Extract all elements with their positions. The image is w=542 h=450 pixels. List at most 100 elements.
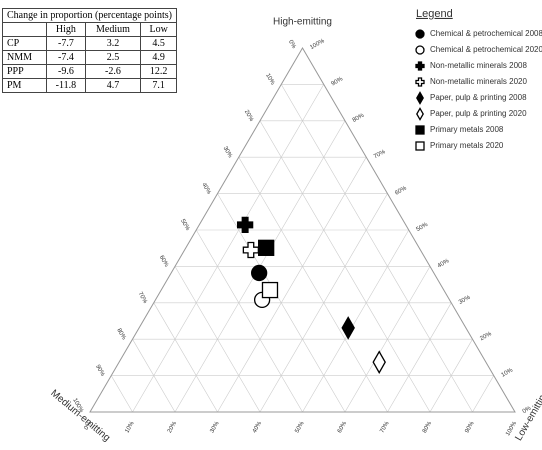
low-tick-label: 30% xyxy=(209,420,221,434)
low-tick-label: 10% xyxy=(124,420,136,434)
medium-tick-label: 50% xyxy=(179,218,191,232)
medium-tick-label: 60% xyxy=(158,255,170,269)
legend-title: Legend xyxy=(416,8,453,20)
cell: 3.2 xyxy=(84,36,142,51)
grid-line xyxy=(344,266,431,413)
medium-tick-label: 30% xyxy=(222,146,234,160)
medium-tick-label: 90% xyxy=(94,364,106,378)
low-tick-label: 40% xyxy=(252,420,264,434)
grid-line xyxy=(153,302,218,413)
high-tick-label: 50% xyxy=(416,222,430,234)
grid-line xyxy=(259,193,388,413)
legend-label: Primary metals 2020 xyxy=(430,141,504,150)
high-tick-label: 60% xyxy=(394,185,408,197)
legend-label: Non-metallic minerals 2008 xyxy=(430,61,527,70)
grid-line xyxy=(387,302,452,413)
table-row: NMM -7.4 2.5 4.9 xyxy=(1,50,177,65)
medium-tick-label: 0% xyxy=(287,39,297,50)
high-tick-label: 90% xyxy=(331,76,345,88)
cell: 12.2 xyxy=(140,64,177,79)
low-tick-label: 60% xyxy=(337,420,349,434)
legend-marker xyxy=(415,141,425,151)
top-axis-label: High-emitting xyxy=(273,17,332,28)
left-axis-label: Medium-emitting xyxy=(48,388,112,444)
cell: PM xyxy=(1,78,48,93)
grid-line xyxy=(238,157,388,413)
cell: 7.1 xyxy=(140,78,177,93)
medium-tick-label: 80% xyxy=(115,328,127,342)
high-tick-label: 40% xyxy=(437,258,451,270)
change-table: Change in proportion (percentage points)… xyxy=(1,8,177,93)
table-row: PM -11.8 4.7 7.1 xyxy=(1,78,177,93)
legend-marker xyxy=(415,77,425,87)
legend-marker xyxy=(415,45,425,55)
medium-tick-label: 40% xyxy=(200,182,212,196)
cell: CP xyxy=(1,36,48,51)
medium-tick-label: 20% xyxy=(243,109,255,123)
cell: 4.5 xyxy=(140,36,177,51)
table-row: PPP -9.6 -2.6 12.2 xyxy=(1,64,177,79)
legend-marker xyxy=(415,29,425,39)
grid-line xyxy=(110,375,133,413)
table-row: CP -7.7 3.2 4.5 xyxy=(1,36,177,51)
grid-line xyxy=(195,229,303,413)
low-tick-label: 70% xyxy=(379,420,391,434)
legend-marker xyxy=(415,125,425,135)
legend-marker xyxy=(416,107,424,121)
cell: 2.5 xyxy=(84,50,142,65)
data-point xyxy=(236,216,254,234)
cell: -11.8 xyxy=(46,78,86,93)
data-point xyxy=(258,239,275,256)
right-axis-label: Low-emitting xyxy=(513,388,542,443)
data-point xyxy=(250,264,268,282)
header-cell: Medium xyxy=(84,22,142,37)
legend-label: Chemical & petrochemical 2008 xyxy=(430,29,542,38)
cell: PPP xyxy=(1,64,48,79)
grid-line xyxy=(472,375,495,413)
grid-line xyxy=(280,84,473,413)
medium-tick-label: 10% xyxy=(264,73,276,87)
low-tick-label: 0% xyxy=(84,420,94,431)
header-cell: Low xyxy=(140,22,177,37)
header-cell: High xyxy=(46,22,86,37)
grid-line xyxy=(302,229,410,413)
high-tick-label: 100% xyxy=(309,38,326,51)
table-row: High Medium Low xyxy=(1,22,177,37)
cell: NMM xyxy=(1,50,48,65)
triangle-frame xyxy=(89,47,516,413)
low-tick-label: 80% xyxy=(422,420,434,434)
table-row: Change in proportion (percentage points) xyxy=(2,8,177,23)
cell: -2.6 xyxy=(84,64,142,79)
cell: -7.4 xyxy=(46,50,86,65)
medium-tick-label: 70% xyxy=(137,291,149,305)
cell: 4.7 xyxy=(84,78,142,93)
grid-line xyxy=(132,84,325,413)
high-tick-label: 20% xyxy=(479,331,493,343)
low-tick-label: 90% xyxy=(464,420,476,434)
legend-label: Paper, pulp & printing 2008 xyxy=(430,93,527,102)
low-tick-label: 50% xyxy=(294,420,306,434)
data-point xyxy=(341,316,355,340)
legend-label: Non-metallic minerals 2020 xyxy=(430,77,527,86)
table-title: Change in proportion (percentage points) xyxy=(2,8,177,23)
high-tick-label: 80% xyxy=(352,112,366,124)
legend-label: Paper, pulp & printing 2020 xyxy=(430,109,527,118)
cell: -7.7 xyxy=(46,36,86,51)
high-tick-label: 0% xyxy=(522,405,533,415)
data-point xyxy=(372,350,386,374)
high-tick-label: 70% xyxy=(373,149,387,161)
legend-label: Primary metals 2008 xyxy=(430,125,504,134)
cell: -9.6 xyxy=(46,64,86,79)
data-point xyxy=(261,281,279,299)
legend-marker xyxy=(416,91,424,105)
data-point xyxy=(242,241,260,259)
grid-line xyxy=(217,157,367,413)
cell: 4.9 xyxy=(140,50,177,65)
low-tick-label: 20% xyxy=(167,420,179,434)
legend-marker xyxy=(415,61,425,71)
grid-line xyxy=(429,339,473,413)
high-tick-label: 30% xyxy=(458,294,472,306)
legend-label: Chemical & petrochemical 2020 xyxy=(430,45,542,54)
